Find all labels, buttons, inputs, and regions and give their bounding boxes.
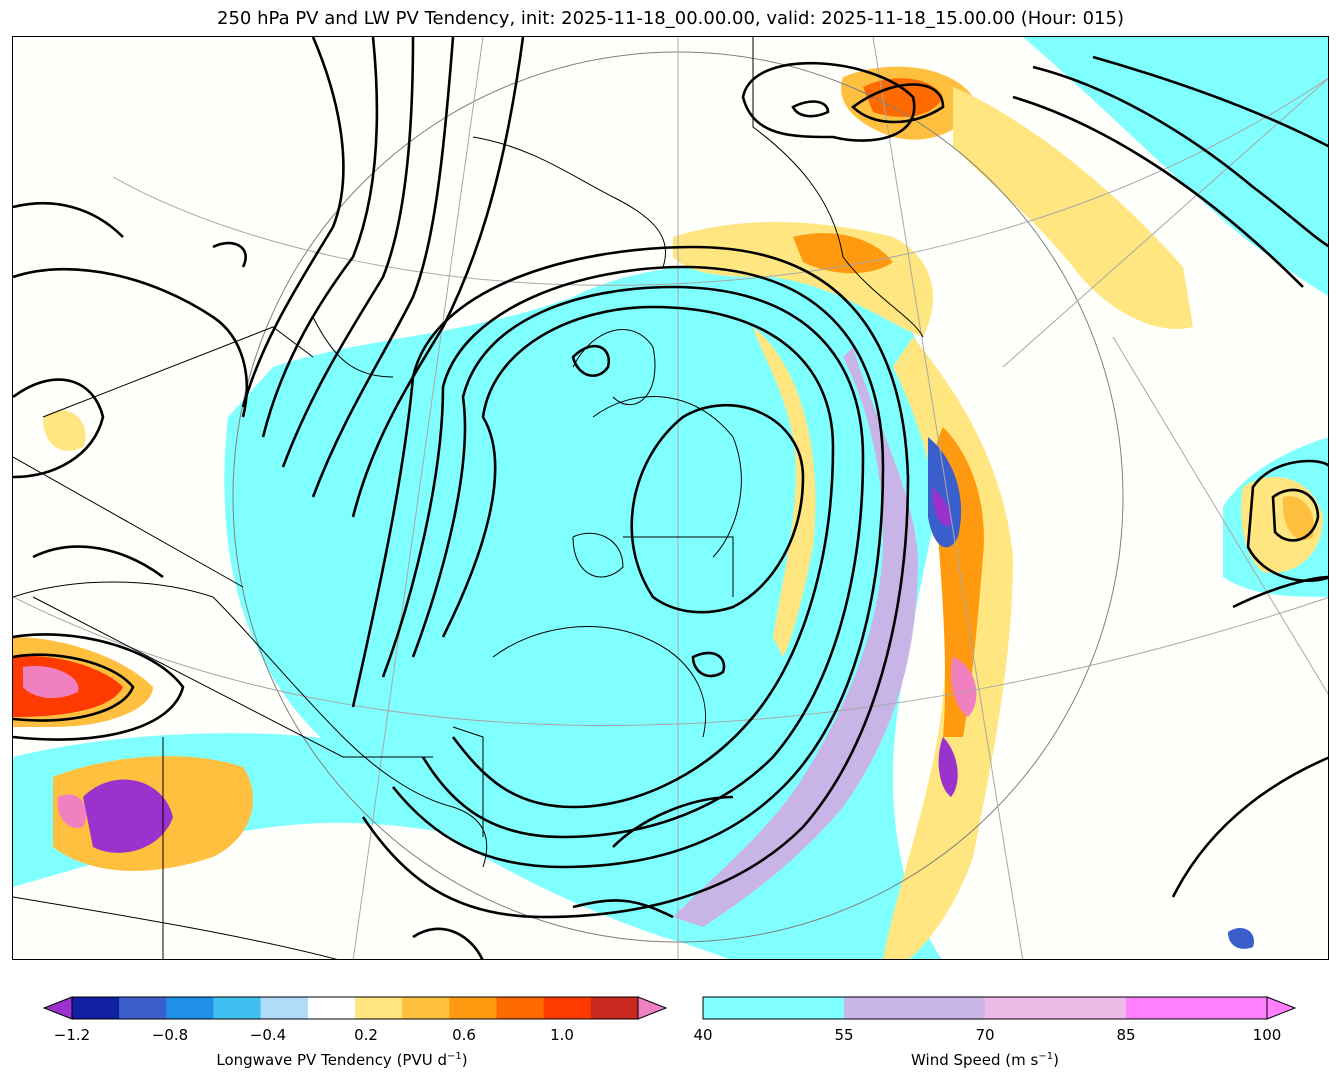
tendency-colorbar-cell — [590, 997, 639, 1019]
pv-contour — [1246, 459, 1328, 583]
pv-contour — [241, 37, 345, 408]
pv-contour — [1092, 55, 1328, 148]
wind-tick: 40 — [693, 1026, 713, 1044]
wind-tick: 70 — [975, 1026, 995, 1044]
tendency-colorbar-cell — [543, 997, 592, 1019]
plot-title: 250 hPa PV and LW PV Tendency, init: 202… — [217, 8, 1124, 29]
tendency-colorbar-cell — [166, 997, 214, 1019]
pv-contour — [851, 83, 945, 124]
pink-core-southwest — [57, 794, 87, 828]
graticule — [13, 37, 1328, 959]
pv-contour — [791, 100, 830, 118]
wind-speed-colorbar-cell — [844, 997, 986, 1019]
pv-contour — [13, 653, 135, 722]
pv-contour — [13, 201, 124, 238]
tendency-colorbar-cell — [449, 997, 497, 1019]
wind-speed-colorbar-cell — [1126, 997, 1268, 1019]
pv-contour — [691, 651, 726, 678]
tendency-colorbar-cell — [307, 997, 356, 1019]
tendency-colorbar — [42, 996, 668, 1020]
wind-speed-colorbar-overflow — [1266, 996, 1297, 1020]
pv-contour — [281, 37, 415, 468]
pink-core-east-arc — [951, 657, 977, 717]
pv-contour — [311, 37, 455, 498]
pv-contour — [13, 378, 105, 479]
wind-speed-colorbar-label: Wind Speed (m s−1) — [911, 1051, 1059, 1069]
meridian — [872, 37, 1024, 959]
pv-contour — [571, 344, 611, 377]
positive-core-greenland — [863, 78, 943, 117]
pv-contour — [411, 285, 865, 839]
pv-contour — [381, 265, 885, 869]
purple-core-east-arc-2 — [938, 737, 958, 797]
pv-contour — [572, 899, 674, 919]
positive-area-greenland-east — [953, 87, 1193, 329]
map-panel — [12, 36, 1329, 960]
tendency-colorbar-label: Longwave PV Tendency (PVU d−1) — [216, 1051, 468, 1069]
purple-core-southwest — [83, 779, 173, 853]
pv-contour — [630, 403, 805, 614]
meridian — [1002, 78, 1328, 368]
negative-core-southeast — [1228, 927, 1254, 949]
map-canvas — [13, 37, 1328, 959]
pv-contour — [32, 545, 164, 579]
pv-contour — [261, 37, 379, 438]
tendency-colorbar-cell — [72, 997, 120, 1019]
tendency-colorbar-cell — [402, 997, 450, 1019]
tendency-tick: −0.8 — [151, 1026, 189, 1044]
coastlines — [13, 37, 924, 959]
wind-speed-colorbar-cell — [703, 997, 845, 1019]
pv-contour — [1012, 95, 1304, 288]
pv-contour — [13, 267, 249, 418]
tendency-colorbar-cell — [496, 997, 545, 1019]
wind-speed-colorbar — [702, 996, 1297, 1020]
tendency-colorbar-underflow — [42, 996, 73, 1020]
pv-contour — [1232, 575, 1328, 609]
wind-tick: 85 — [1116, 1026, 1136, 1044]
wind-speed-colorbar-cell — [985, 997, 1127, 1019]
wind-tick: 55 — [834, 1026, 854, 1044]
latitude-arc — [112, 77, 1328, 286]
pv-contours — [13, 37, 1328, 959]
pv-contour — [1032, 65, 1328, 248]
pv-contour — [1171, 756, 1328, 898]
pv-contour — [212, 241, 247, 268]
tendency-colorbar-cell — [355, 997, 403, 1019]
pv-contour — [741, 61, 916, 142]
pv-contour — [1271, 488, 1320, 542]
meridian — [352, 37, 484, 959]
latitude-arc — [13, 596, 1328, 726]
pv-contour — [612, 795, 734, 848]
positive-area-west — [43, 410, 86, 451]
tendency-tick: 0.6 — [452, 1026, 476, 1044]
tendency-colorbar-overflow — [637, 996, 668, 1020]
northeast-jet-band — [1023, 37, 1328, 296]
wind-tick: 100 — [1252, 1026, 1282, 1044]
tendency-tick: −0.4 — [249, 1026, 287, 1044]
tendency-colorbar-cell — [119, 997, 167, 1019]
pv-contour — [441, 305, 835, 809]
jet-core-lavender — [673, 347, 918, 927]
purple-core-east-arc-1 — [932, 487, 952, 527]
meridian — [1112, 336, 1328, 695]
tendency-tick: 0.2 — [354, 1026, 378, 1044]
positive-area-greenland-coast — [793, 233, 893, 274]
pv-contour — [412, 927, 484, 959]
pink-core-west-coast — [23, 666, 79, 699]
tendency-colorbar-cell — [260, 997, 309, 1019]
positive-band-inner-east — [753, 327, 816, 657]
pv-tendency-shading — [13, 66, 1323, 959]
positive-core-east-lobe — [1282, 496, 1314, 541]
negative-core-east-arc — [928, 437, 962, 548]
tendency-colorbar-cell — [213, 997, 262, 1019]
jet-ring-cyan — [224, 265, 943, 959]
pv-contour — [13, 633, 185, 741]
tendency-tick: −1.2 — [53, 1026, 91, 1044]
pv-contour — [351, 37, 525, 518]
tendency-tick: 1.0 — [550, 1026, 574, 1044]
